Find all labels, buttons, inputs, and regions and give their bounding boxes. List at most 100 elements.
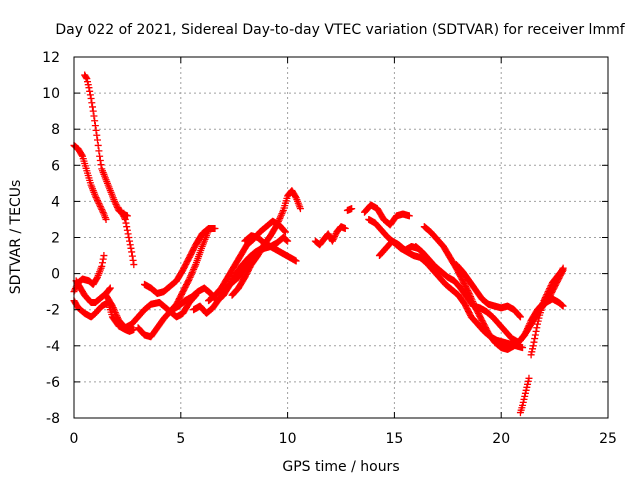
data-point-marker: [547, 282, 555, 290]
data-point-marker: [275, 216, 283, 224]
data-point-marker: [98, 207, 106, 215]
series-arc-23: [516, 374, 533, 417]
y-tick-label: 4: [51, 194, 60, 210]
data-point-marker: [281, 227, 289, 235]
data-point-marker: [405, 212, 413, 220]
data-point-marker: [113, 202, 121, 210]
x-tick-label: 20: [492, 431, 510, 447]
data-point-marker: [281, 228, 289, 236]
x-tick-label: 15: [385, 431, 403, 447]
data-point-marker: [96, 156, 104, 164]
data-point-marker: [118, 209, 126, 217]
data-point-marker: [541, 294, 549, 302]
data-point-marker: [278, 210, 286, 218]
data-point-marker: [276, 214, 284, 222]
data-point-marker: [113, 312, 121, 320]
series-arc-5: [81, 71, 131, 220]
data-point-marker: [190, 265, 198, 273]
data-point-marker: [525, 374, 533, 382]
data-point-marker: [328, 237, 336, 245]
data-point-marker: [118, 208, 126, 216]
data-point-marker: [522, 328, 530, 336]
data-point-marker: [187, 272, 195, 280]
data-point-marker: [274, 218, 282, 226]
data-point-marker: [92, 126, 100, 134]
data-point-marker: [530, 338, 538, 346]
data-point-marker: [122, 219, 130, 227]
series-arc-24: [527, 264, 567, 359]
data-point-marker: [108, 302, 116, 310]
data-point-marker: [86, 91, 94, 99]
data-point-marker: [120, 212, 128, 220]
data-point-marker: [284, 237, 292, 245]
y-tick-label: 12: [42, 50, 60, 66]
data-point-marker: [527, 351, 535, 359]
data-point-marker: [123, 226, 131, 234]
y-tick-label: 10: [42, 86, 60, 102]
data-point-marker: [524, 325, 532, 333]
data-point-marker: [128, 248, 136, 256]
y-tick-label: -4: [46, 339, 60, 355]
x-tick-label: 10: [279, 431, 297, 447]
data-point-marker: [95, 200, 103, 208]
data-point-marker: [100, 252, 108, 260]
data-point-marker: [90, 112, 98, 120]
data-point-marker: [95, 147, 103, 155]
data-point-marker: [83, 75, 91, 83]
data-point-marker: [524, 377, 532, 385]
data-point-marker: [276, 213, 284, 221]
data-point-marker: [111, 309, 119, 317]
data-point-marker: [78, 151, 86, 159]
data-point-marker: [121, 215, 129, 223]
data-point-marker: [524, 323, 532, 331]
data-point-marker: [559, 264, 567, 272]
grid-layer: [74, 57, 608, 418]
data-point-marker: [519, 401, 527, 409]
data-point-marker: [329, 236, 337, 244]
data-point-marker: [93, 131, 101, 139]
y-tick-label: 2: [51, 231, 60, 247]
data-point-marker: [185, 275, 193, 283]
series-arc-12: [205, 217, 289, 305]
data-point-marker: [110, 305, 118, 313]
data-point-marker: [535, 314, 543, 322]
data-point-marker: [106, 284, 114, 292]
data-point-marker: [515, 311, 523, 319]
data-point-marker: [91, 117, 99, 125]
data-point-marker: [541, 295, 549, 303]
data-point-marker: [89, 103, 97, 111]
data-point-marker: [189, 267, 197, 275]
data-point-marker: [190, 264, 198, 272]
data-point-marker: [521, 389, 529, 397]
data-point-marker: [113, 313, 121, 321]
data-point-marker: [331, 231, 339, 239]
series-arc-16: [343, 205, 356, 214]
data-point-marker: [96, 201, 104, 209]
data-point-marker: [96, 203, 104, 211]
data-point-marker: [125, 234, 133, 241]
data-point-marker: [274, 219, 282, 227]
data-point-marker: [516, 312, 524, 320]
data-point-marker: [292, 257, 300, 265]
data-point-marker: [119, 211, 127, 219]
data-point-marker: [522, 386, 530, 394]
data-point-marker: [98, 262, 106, 270]
data-point-marker: [191, 262, 199, 270]
series-arc-15: [311, 223, 349, 249]
data-point-marker: [546, 283, 554, 291]
data-point-marker: [273, 221, 281, 229]
data-point-marker: [534, 320, 542, 328]
data-point-marker: [106, 285, 114, 293]
series-arc-17: [360, 201, 413, 229]
series-arc-20: [420, 223, 567, 353]
data-point-marker: [331, 233, 339, 241]
data-point-marker: [330, 234, 338, 242]
data-point-marker: [185, 276, 193, 284]
data-point-marker: [558, 265, 566, 273]
x-tick-label: 5: [176, 431, 185, 447]
data-point-marker: [112, 310, 120, 318]
data-point-marker: [559, 302, 567, 310]
data-point-marker: [291, 193, 299, 201]
data-point-marker: [87, 95, 95, 103]
